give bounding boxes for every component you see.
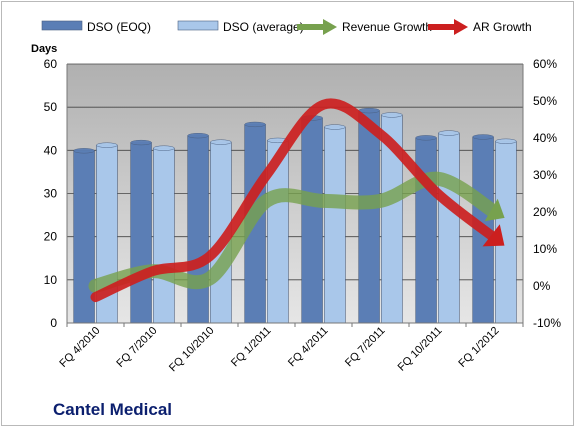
y-tick-label: 10	[44, 273, 58, 287]
legend-item: DSO (average)	[177, 20, 304, 34]
y2-tick-label: 10%	[533, 242, 557, 256]
bar-top	[472, 134, 494, 140]
bar-top	[381, 112, 403, 118]
bar-group	[324, 124, 346, 324]
bar-top	[244, 121, 266, 128]
y-tick-label: 40	[44, 143, 58, 157]
bar-group	[358, 107, 380, 324]
y-axis-title: Days	[31, 43, 57, 55]
legend-item: AR Growth	[428, 19, 532, 35]
y2-tick-label: 0%	[533, 279, 551, 293]
y2-tick-label: -10%	[533, 316, 561, 330]
y2-tick-label: 60%	[533, 57, 557, 71]
legend-swatch	[177, 20, 219, 31]
bar-top	[96, 142, 118, 148]
y-tick-label: 50	[44, 100, 58, 114]
legend-item: Revenue Growth	[297, 19, 432, 35]
y-tick-label: 0	[50, 316, 57, 330]
bar-group	[415, 135, 437, 324]
x-tick-label: FQ 4/2010	[57, 325, 102, 370]
legend-swatch	[41, 20, 83, 31]
x-tick-label: FQ 10/2010	[167, 325, 217, 375]
bar	[153, 147, 175, 324]
bar-group	[153, 145, 175, 324]
legend-label: DSO (EOQ)	[87, 20, 151, 34]
bar	[187, 135, 209, 324]
series-ar-growth	[90, 98, 505, 303]
bar	[324, 126, 346, 324]
bar-group	[130, 139, 152, 324]
legend-arrow-icon	[454, 19, 468, 35]
legend-label: AR Growth	[473, 20, 532, 34]
y2-tick-label: 50%	[533, 94, 557, 108]
y-tick-label: 30	[44, 187, 58, 201]
bar-top	[358, 107, 380, 114]
bar-group	[187, 133, 209, 324]
x-tick-label: FQ 7/2010	[114, 325, 159, 370]
y-tick-label: 60	[44, 57, 58, 71]
x-tick-label: FQ 4/2011	[286, 325, 331, 370]
bar	[301, 117, 323, 324]
bar-top	[415, 135, 437, 141]
bar	[358, 110, 380, 324]
bar-top	[187, 133, 209, 139]
x-tick-label: FQ 1/2011	[229, 325, 274, 370]
legend-item: DSO (EOQ)	[41, 20, 151, 34]
bar-top	[324, 124, 346, 130]
bar-top	[73, 148, 95, 154]
y2-tick-label: 30%	[533, 168, 557, 182]
bar	[130, 142, 152, 324]
x-tick-label: FQ 10/2011	[396, 325, 445, 374]
x-tick-label: FQ 1/2012	[456, 325, 501, 370]
legend-label: Revenue Growth	[342, 20, 432, 34]
bar	[415, 137, 437, 324]
x-tick-label: FQ 7/2011	[343, 325, 388, 370]
legend-label: DSO (average)	[223, 20, 304, 34]
bar-group	[438, 130, 460, 324]
arrow-head	[482, 224, 505, 247]
bar-top	[210, 139, 232, 145]
bar-top	[153, 145, 175, 151]
bar-group	[301, 115, 323, 324]
bar-top	[438, 130, 460, 136]
legend-arrow-icon	[323, 19, 337, 35]
bar-top	[130, 139, 152, 146]
y2-tick-label: 40%	[533, 131, 557, 145]
company-name: Cantel Medical	[53, 400, 173, 419]
bar-top	[495, 138, 517, 144]
trend-line	[90, 98, 500, 303]
y2-tick-label: 20%	[533, 205, 557, 219]
arrow-head	[484, 198, 505, 222]
y-tick-label: 20	[44, 230, 58, 244]
bar	[438, 132, 460, 324]
